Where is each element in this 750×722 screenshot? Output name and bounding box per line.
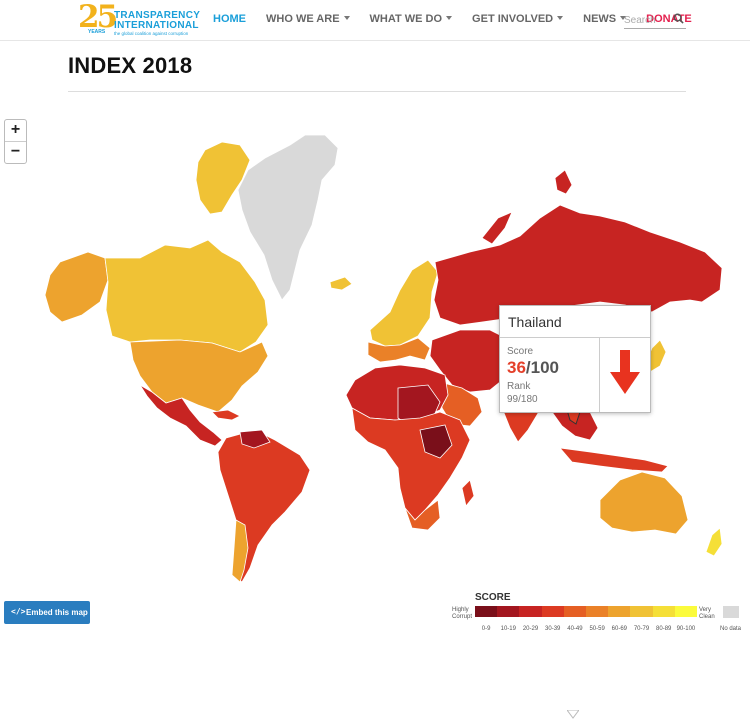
map-region-siberia-islands[interactable] — [554, 169, 573, 195]
map-region-greenland[interactable] — [237, 134, 339, 301]
nav-who-we-are[interactable]: WHO WE ARE — [266, 13, 350, 25]
tooltip-rank-value: 99/180 — [507, 394, 538, 405]
logo-anniversary-number: 25 — [78, 0, 118, 35]
legend-swatch — [541, 606, 564, 617]
legend-range-label: 50-59 — [589, 626, 605, 632]
legend-title: SCORE — [475, 592, 511, 603]
map-region-russia[interactable] — [433, 204, 723, 326]
map-region-arctic-canada[interactable] — [195, 141, 251, 215]
legend-no-data-swatch — [723, 606, 739, 618]
embed-map-button[interactable]: </> Embed this map — [4, 601, 90, 624]
code-icon: </> — [11, 607, 26, 616]
logo-line-2: INTERNATIONAL — [114, 20, 199, 31]
nav-news-label: NEWS — [583, 13, 617, 25]
transparency-international-logo[interactable]: 25 YEARS TRANSPARENCY INTERNATIONAL the … — [78, 0, 200, 36]
legend-range-labels: 0-9 10-19 20-29 30-39 40-49 50-59 60-69 70-79 80… — [475, 626, 697, 632]
map-region-east-africa[interactable] — [419, 424, 453, 459]
legend-range-label: 90-100 — [676, 626, 696, 632]
logo-years-text: YEARS — [88, 29, 106, 35]
map-region-united-states[interactable] — [129, 339, 269, 413]
legend-low-label: Highly Corrupt — [452, 607, 473, 620]
nav-home[interactable]: HOME — [213, 13, 246, 25]
down-arrow-icon — [610, 350, 640, 394]
tooltip-country-name: Thailand — [508, 314, 562, 330]
map-region-arabia[interactable] — [439, 381, 483, 427]
tooltip-pointer — [567, 710, 579, 719]
site-header: 25 YEARS TRANSPARENCY INTERNATIONAL the … — [0, 0, 750, 41]
map-region-iceland[interactable] — [329, 276, 353, 291]
search-input[interactable] — [624, 13, 668, 28]
legend-swatch — [630, 606, 653, 617]
legend-swatch — [497, 606, 520, 617]
map-region-western-europe[interactable] — [369, 259, 439, 347]
map-region-indonesia[interactable] — [559, 447, 669, 473]
nav-news[interactable]: NEWS — [583, 13, 627, 25]
legend-range-label: 70-79 — [633, 626, 650, 632]
logo-line-1: TRANSPARENCY — [114, 10, 201, 21]
nav-who-we-are-label: WHO WE ARE — [266, 13, 340, 25]
nav-get-involved[interactable]: GET INVOLVED — [472, 13, 564, 25]
legend-swatch — [519, 606, 542, 617]
map-region-new-zealand[interactable] — [705, 527, 723, 557]
zoom-out-button[interactable]: − — [5, 141, 26, 163]
map-region-canada[interactable] — [104, 239, 269, 353]
tooltip-divider-vertical — [599, 337, 600, 412]
score-legend: SCORE Highly Corrupt Very Clean 0-9 10-19… — [450, 592, 750, 637]
nav-home-label: HOME — [213, 13, 246, 25]
map-region-central-asia[interactable] — [429, 329, 519, 393]
map-region-south-america[interactable] — [217, 429, 311, 583]
map-region-caribbean[interactable] — [211, 409, 241, 421]
legend-range-label: 10-19 — [500, 626, 516, 632]
page-title: INDEX 2018 — [68, 53, 193, 78]
tooltip-score: 36/100 — [507, 358, 559, 378]
tooltip-score-label: Score — [507, 346, 534, 357]
logo-tagline: the global coalition against corruption — [114, 31, 189, 36]
tooltip-rank-label: Rank — [507, 381, 531, 392]
nav-what-we-do[interactable]: WHAT WE DO — [370, 13, 453, 25]
map-region-central-africa[interactable] — [351, 407, 471, 521]
legend-range-label: 30-39 — [545, 626, 561, 632]
map-region-madagascar[interactable] — [461, 479, 475, 507]
legend-swatch — [475, 606, 498, 617]
caret-down-icon — [343, 16, 350, 20]
legend-range-label: 40-49 — [567, 626, 583, 632]
map-region-southern-africa[interactable] — [404, 499, 441, 531]
legend-range-label: 80-89 — [656, 626, 672, 632]
legend-no-data-label: No data — [720, 626, 742, 632]
map-region-novaya-zemlya[interactable] — [481, 211, 513, 245]
nav-what-we-do-label: WHAT WE DO — [369, 13, 443, 25]
legend-swatch — [586, 606, 609, 617]
country-tooltip: Thailand Score 36/100 Rank 99/180 — [499, 305, 651, 719]
title-divider — [68, 91, 686, 92]
map-region-venezuela[interactable] — [239, 429, 271, 449]
caret-down-icon — [620, 16, 627, 20]
legend-range-label: 60-69 — [611, 626, 627, 632]
legend-color-scale — [475, 606, 698, 617]
tooltip-divider — [500, 337, 650, 338]
legend-swatch — [652, 606, 675, 617]
map-region-australia[interactable] — [599, 471, 689, 535]
map-region-mexico[interactable] — [139, 384, 223, 447]
legend-high-label: Very Clean — [699, 607, 715, 620]
map-region-southern-europe[interactable] — [367, 337, 431, 363]
tooltip-score-max: /100 — [525, 358, 560, 377]
embed-map-label: Embed this map — [26, 608, 88, 617]
search-box — [624, 10, 686, 29]
map-region-chile[interactable] — [231, 519, 249, 583]
legend-swatch — [563, 606, 587, 617]
legend-range-label: 0-9 — [481, 626, 491, 632]
caret-down-icon — [446, 16, 453, 20]
caret-down-icon — [557, 16, 564, 20]
zoom-in-button[interactable]: + — [10, 121, 21, 138]
tooltip-score-value: 36 — [507, 358, 526, 377]
nav-get-involved-label: GET INVOLVED — [472, 13, 554, 25]
legend-swatch — [608, 606, 631, 617]
legend-swatch — [674, 606, 698, 617]
legend-range-label: 20-29 — [522, 626, 539, 632]
map-region-alaska[interactable] — [44, 251, 109, 323]
zoom-control: + − — [4, 119, 27, 164]
search-icon[interactable] — [673, 13, 684, 24]
